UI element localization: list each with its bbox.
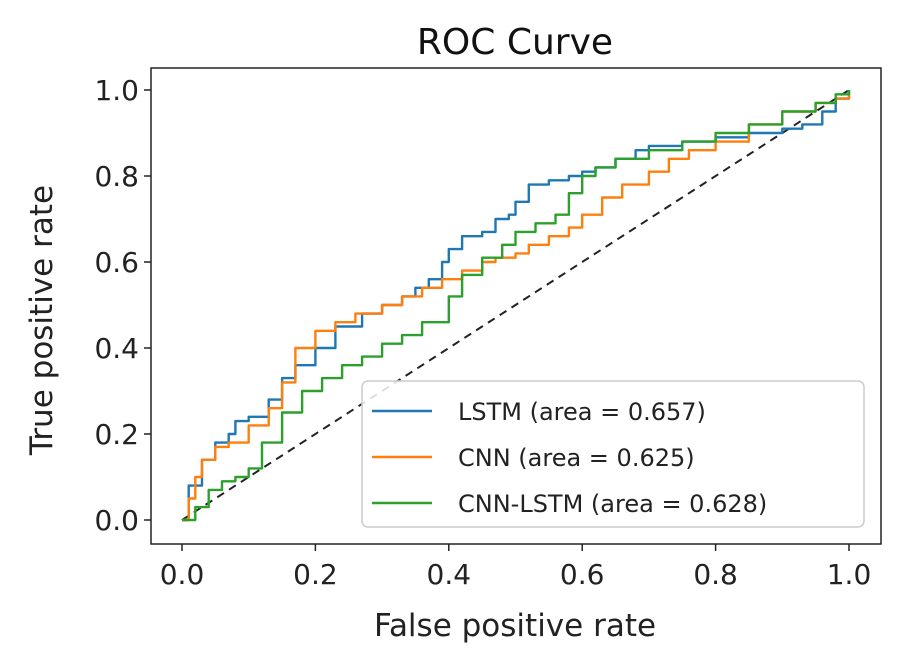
x-tick-label: 0.8	[693, 558, 738, 591]
y-tick-label: 0.8	[94, 160, 139, 193]
y-axis-label: True positive rate	[24, 185, 60, 456]
x-tick-label: 1.0	[827, 558, 872, 591]
x-tick-label: 0.6	[560, 558, 605, 591]
legend-box	[361, 380, 865, 528]
x-tick-label: 0.2	[293, 558, 338, 591]
x-axis-label: False positive rate	[374, 608, 656, 644]
chart-title: ROC Curve	[417, 22, 613, 63]
legend: LSTM (area = 0.657) CNN (area = 0.625) CNN…	[361, 380, 865, 528]
y-tick-label: 0.0	[94, 504, 139, 537]
series-line-2	[182, 90, 851, 522]
legend-label-2: CNN-LSTM (area = 0.628)	[458, 490, 767, 518]
y-tick-label: 0.2	[94, 418, 139, 451]
x-tick-label: 0.4	[427, 558, 472, 591]
y-tick-label: 1.0	[94, 74, 139, 107]
legend-label-1: CNN (area = 0.625)	[458, 444, 695, 472]
y-tick-label: 0.4	[94, 332, 139, 365]
chance-diagonal	[181, 89, 850, 521]
y-tick-label: 0.6	[94, 246, 139, 279]
x-tick-label: 0.0	[160, 558, 205, 591]
legend-label-0: LSTM (area = 0.657)	[458, 398, 706, 426]
